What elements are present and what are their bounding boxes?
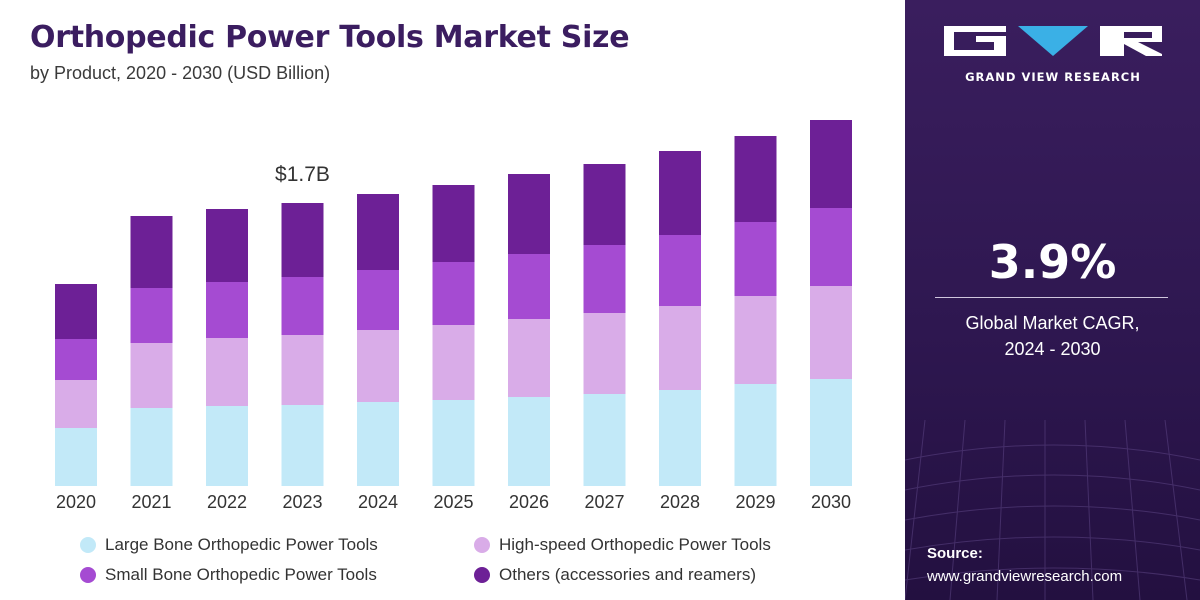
x-tick-label-2023: 2023 bbox=[282, 492, 322, 512]
bar-2028-large-bone-orthopedic-power-tools bbox=[659, 390, 701, 486]
bar-2021-small-bone-orthopedic-power-tools bbox=[130, 288, 173, 343]
stacked-bar-chart: 2020 2021 2022 2023 $1.7B 2024 2025 2026 2027 202… bbox=[55, 120, 852, 512]
bar-2024-large-bone-orthopedic-power-tools bbox=[357, 402, 399, 486]
cagr-divider bbox=[935, 297, 1168, 298]
bar-2027-others-accessories-and-reamers bbox=[583, 164, 626, 245]
bar-2025-high-speed-orthopedic-power-tools bbox=[432, 325, 475, 400]
bar-2029-large-bone-orthopedic-power-tools bbox=[734, 384, 777, 486]
bar-2021-others-accessories-and-reamers bbox=[130, 216, 173, 288]
bar-2030-large-bone-orthopedic-power-tools bbox=[810, 379, 852, 486]
legend-item-large-bone: Large Bone Orthopedic Power Tools bbox=[80, 535, 378, 555]
bar-2030-others-accessories-and-reamers bbox=[810, 120, 852, 208]
x-tick-label-2027: 2027 bbox=[584, 492, 624, 512]
bar-2026-large-bone-orthopedic-power-tools bbox=[508, 397, 550, 486]
bar-2020-high-speed-orthopedic-power-tools bbox=[55, 380, 97, 428]
legend-item-others: Others (accessories and reamers) bbox=[474, 565, 756, 585]
chart-area: Orthopedic Power Tools Market Size by Pr… bbox=[30, 20, 852, 585]
legend-item-small-bone: Small Bone Orthopedic Power Tools bbox=[80, 565, 377, 585]
bar-2030-small-bone-orthopedic-power-tools bbox=[810, 208, 852, 286]
bar-2025-large-bone-orthopedic-power-tools bbox=[432, 400, 475, 486]
bar-2027-large-bone-orthopedic-power-tools bbox=[583, 394, 626, 486]
chart-subtitle: by Product, 2020 - 2030 (USD Billion) bbox=[30, 63, 331, 83]
x-tick-label-2024: 2024 bbox=[358, 492, 398, 512]
bar-2029-small-bone-orthopedic-power-tools bbox=[734, 222, 777, 296]
bar-2025-small-bone-orthopedic-power-tools bbox=[432, 262, 475, 325]
x-tick-label-2030: 2030 bbox=[811, 492, 851, 512]
x-tick-label-2026: 2026 bbox=[509, 492, 549, 512]
legend-swatch-large-bone bbox=[80, 537, 96, 553]
bar-2021-large-bone-orthopedic-power-tools bbox=[130, 408, 173, 486]
bar-2029-high-speed-orthopedic-power-tools bbox=[734, 296, 777, 384]
bar-2024-others-accessories-and-reamers bbox=[357, 194, 399, 270]
bar-2030-high-speed-orthopedic-power-tools bbox=[810, 286, 852, 379]
grand-view-research-logo: GRAND VIEW RESEARCH bbox=[942, 22, 1164, 92]
bar-2026-small-bone-orthopedic-power-tools bbox=[508, 254, 550, 319]
bar-2024-high-speed-orthopedic-power-tools bbox=[357, 330, 399, 402]
source-link[interactable]: www.grandviewresearch.com bbox=[927, 568, 1123, 585]
bar-2027-high-speed-orthopedic-power-tools bbox=[583, 313, 626, 394]
legend-label-large-bone: Large Bone Orthopedic Power Tools bbox=[105, 535, 378, 554]
bar-2020-small-bone-orthopedic-power-tools bbox=[55, 339, 97, 380]
grid-pattern-decoration bbox=[905, 420, 1200, 600]
bar-2025-others-accessories-and-reamers bbox=[432, 185, 475, 262]
bar-2022-others-accessories-and-reamers bbox=[206, 209, 248, 282]
source-title: Source: bbox=[927, 545, 983, 562]
x-tick-label-2021: 2021 bbox=[131, 492, 171, 512]
bar-2023-high-speed-orthopedic-power-tools bbox=[281, 335, 324, 405]
bar-2022-high-speed-orthopedic-power-tools bbox=[206, 338, 248, 406]
x-tick-label-2020: 2020 bbox=[56, 492, 96, 512]
logo-text: GRAND VIEW RESEARCH bbox=[965, 70, 1141, 84]
bar-2028-small-bone-orthopedic-power-tools bbox=[659, 235, 701, 306]
bar-2027-small-bone-orthopedic-power-tools bbox=[583, 245, 626, 313]
legend-label-others: Others (accessories and reamers) bbox=[499, 565, 756, 584]
gvr-logo-icon bbox=[944, 26, 1162, 56]
legend-swatch-others bbox=[474, 567, 490, 583]
bar-2029-others-accessories-and-reamers bbox=[734, 136, 777, 222]
bar-2022-large-bone-orthopedic-power-tools bbox=[206, 406, 248, 486]
legend-label-small-bone: Small Bone Orthopedic Power Tools bbox=[105, 565, 377, 584]
chart-title: Orthopedic Power Tools Market Size bbox=[30, 20, 630, 55]
x-tick-label-2025: 2025 bbox=[433, 492, 473, 512]
cagr-label-line2: 2024 - 2030 bbox=[1004, 339, 1101, 359]
data-label-2023: $1.7B bbox=[275, 163, 330, 186]
side-panel: GRAND VIEW RESEARCH 3.9% Global Market C… bbox=[905, 0, 1200, 600]
bar-2022-small-bone-orthopedic-power-tools bbox=[206, 282, 248, 338]
legend-label-high-speed: High-speed Orthopedic Power Tools bbox=[499, 535, 771, 554]
legend-swatch-high-speed bbox=[474, 537, 490, 553]
bar-2026-high-speed-orthopedic-power-tools bbox=[508, 319, 550, 397]
x-tick-label-2029: 2029 bbox=[735, 492, 775, 512]
bar-2020-others-accessories-and-reamers bbox=[55, 284, 97, 339]
bar-2021-high-speed-orthopedic-power-tools bbox=[130, 343, 173, 408]
cagr-label-line1: Global Market CAGR, bbox=[965, 313, 1140, 333]
bar-2023-large-bone-orthopedic-power-tools bbox=[281, 405, 324, 486]
cagr-label: Global Market CAGR, 2024 - 2030 bbox=[905, 310, 1200, 362]
bar-2026-others-accessories-and-reamers bbox=[508, 174, 550, 254]
x-tick-label-2022: 2022 bbox=[207, 492, 247, 512]
bar-2023-others-accessories-and-reamers bbox=[281, 203, 324, 277]
legend-item-high-speed: High-speed Orthopedic Power Tools bbox=[474, 535, 771, 555]
cagr-value: 3.9% bbox=[988, 235, 1117, 289]
bar-2028-high-speed-orthopedic-power-tools bbox=[659, 306, 701, 390]
bar-2028-others-accessories-and-reamers bbox=[659, 151, 701, 235]
bar-2024-small-bone-orthopedic-power-tools bbox=[357, 270, 399, 330]
legend-swatch-small-bone bbox=[80, 567, 96, 583]
bar-2023-small-bone-orthopedic-power-tools bbox=[281, 277, 324, 335]
x-tick-label-2028: 2028 bbox=[660, 492, 700, 512]
bar-2020-large-bone-orthopedic-power-tools bbox=[55, 428, 97, 486]
